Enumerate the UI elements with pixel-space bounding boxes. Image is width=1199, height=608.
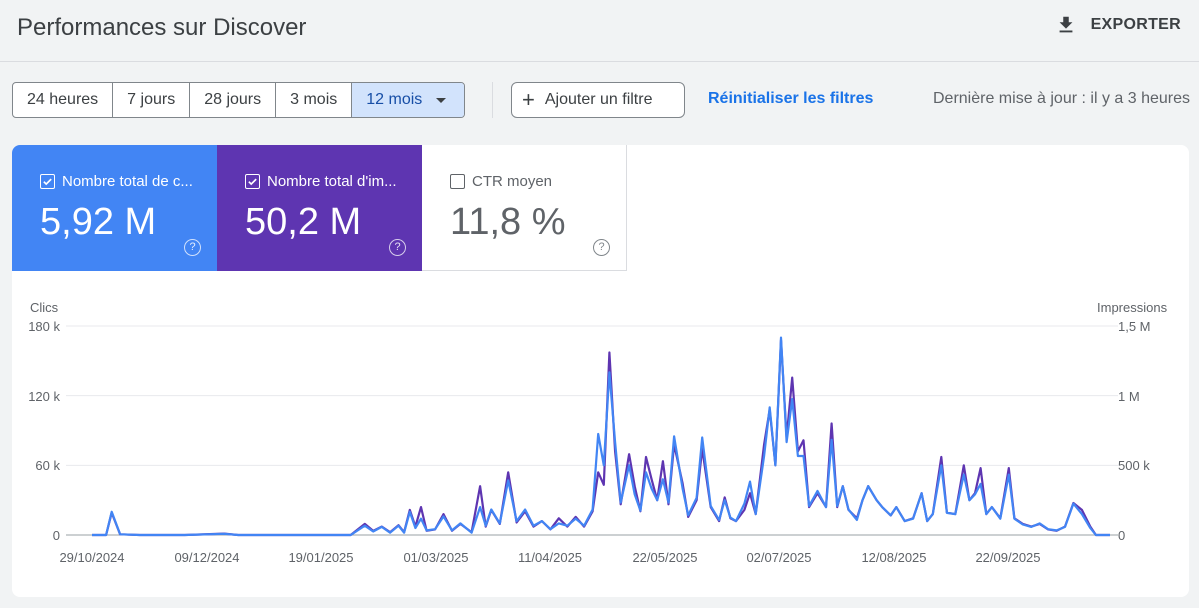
performance-panel: Nombre total de c... 5,92 M ? Nombre tot…: [12, 145, 1189, 597]
export-label: EXPORTER: [1090, 16, 1181, 33]
x-tick: 11/04/2025: [517, 550, 583, 565]
x-tick: 29/10/2024: [59, 550, 125, 565]
y-left-tick: 120 k: [28, 389, 60, 404]
ctr-card-header: CTR moyen: [450, 173, 552, 190]
download-icon: [1059, 16, 1072, 33]
clicks-card-value: 5,92 M: [40, 201, 157, 243]
impressions-card-value: 50,2 M: [245, 201, 362, 243]
impressions-card-label: Nombre total d'im...: [267, 173, 397, 190]
range-3m-button[interactable]: 3 mois: [276, 83, 353, 117]
page-title: Performances sur Discover: [17, 14, 307, 41]
y-right-tick: 0: [1118, 528, 1126, 543]
y-left-axis-title: Clics: [30, 300, 59, 315]
checkmark-icon: [43, 178, 52, 186]
ctr-metric-card[interactable]: CTR moyen 11,8 % ?: [422, 145, 627, 271]
y-right-tick: 1,5 M: [1118, 319, 1151, 334]
reset-filters-link[interactable]: Réinitialiser les filtres: [708, 90, 874, 107]
export-button[interactable]: EXPORTER: [1055, 14, 1181, 36]
y-left-tick: 180 k: [28, 319, 60, 334]
series-line-clics[interactable]: [92, 336, 1110, 537]
ctr-card-value: 11,8 %: [450, 201, 566, 243]
clicks-card-header: Nombre total de c...: [40, 173, 193, 190]
plus-icon: +: [522, 87, 535, 112]
range-7d-button[interactable]: 7 jours: [113, 83, 191, 117]
x-tick: 02/07/2025: [746, 550, 812, 565]
help-icon[interactable]: ?: [184, 239, 201, 256]
x-tick: 09/12/2024: [174, 550, 240, 565]
clicks-metric-card[interactable]: Nombre total de c... 5,92 M ?: [12, 145, 217, 271]
help-icon[interactable]: ?: [389, 239, 406, 256]
x-tick: 19/01/2025: [288, 550, 354, 565]
y-right-tick: 1 M: [1118, 389, 1140, 404]
help-icon[interactable]: ?: [593, 239, 610, 256]
y-left-tick: 0: [52, 528, 60, 543]
x-tick: 22/09/2025: [975, 550, 1041, 565]
ctr-card-label: CTR moyen: [472, 173, 553, 190]
checkbox-unchecked-icon[interactable]: [450, 174, 465, 189]
range-12m-label: 12 mois: [366, 91, 423, 108]
range-12m-dropdown[interactable]: 12 mois: [352, 83, 465, 117]
y-left-tick: 60 k: [35, 458, 60, 473]
last-update-text: Dernière mise à jour : il y a 3 heures: [933, 90, 1190, 107]
add-filter-button[interactable]: + Ajouter un filtre: [511, 82, 685, 118]
range-24h-button[interactable]: 24 heures: [13, 83, 114, 117]
x-tick: 12/08/2025: [861, 550, 927, 565]
page-header: Performances sur Discover EXPORTER: [0, 0, 1199, 62]
checkbox-checked-icon[interactable]: [245, 174, 260, 189]
x-tick: 01/03/2025: [403, 550, 469, 565]
date-range-selector: 24 heures 7 jours 28 jours 3 mois 12 moi…: [12, 82, 466, 118]
y-right-axis-title: Impressions: [1097, 300, 1168, 315]
toolbar-divider: [492, 82, 493, 118]
x-tick: 22/05/2025: [632, 550, 698, 565]
clicks-card-label: Nombre total de c...: [62, 173, 193, 190]
dropdown-arrow-icon: [436, 97, 447, 103]
impressions-card-header: Nombre total d'im...: [245, 173, 397, 190]
checkmark-icon: [248, 178, 257, 186]
range-28d-button[interactable]: 28 jours: [190, 83, 277, 117]
checkbox-checked-icon[interactable]: [40, 174, 55, 189]
add-filter-label: Ajouter un filtre: [544, 91, 653, 108]
impressions-metric-card[interactable]: Nombre total d'im... 50,2 M ?: [217, 145, 422, 271]
y-right-tick: 500 k: [1118, 458, 1150, 473]
